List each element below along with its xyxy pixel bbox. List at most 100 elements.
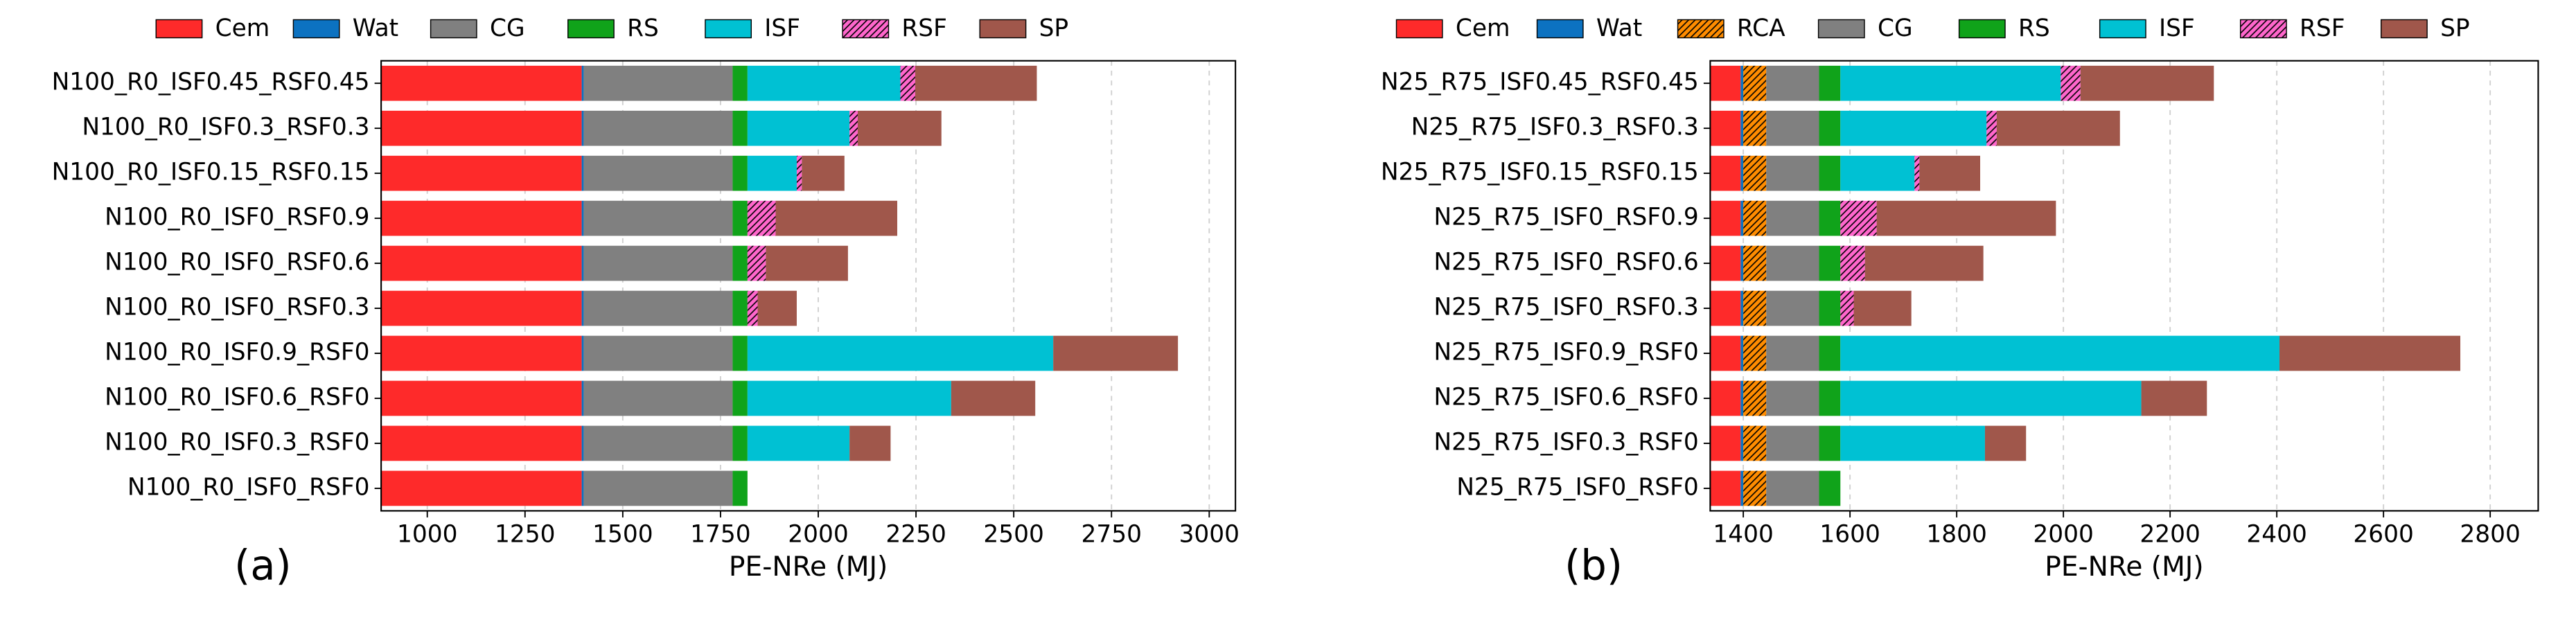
legend-swatch <box>1817 19 1865 39</box>
x-tick-label: 2400 <box>2246 521 2306 549</box>
bar-segment <box>1710 65 1741 101</box>
bar-segment <box>732 290 748 326</box>
y-tick-label: N100_R0_ISF0.9_RSF0 <box>105 339 369 366</box>
x-tick-label: 2000 <box>2033 521 2093 549</box>
bar-segment <box>583 335 733 371</box>
x-tick-label: 2200 <box>2140 521 2200 549</box>
bar-segment <box>747 65 901 101</box>
bar-segment <box>1819 425 1841 461</box>
bar-segment <box>583 470 733 506</box>
bar-segment <box>1766 425 1819 461</box>
bar-segment <box>747 245 766 281</box>
legend-label: RCA <box>1737 15 1785 42</box>
bar-segment <box>1740 110 1744 146</box>
bar-segment <box>1710 245 1741 281</box>
bar-segment <box>2279 335 2461 371</box>
bar-segment <box>747 425 850 461</box>
bar-segment <box>581 290 584 326</box>
bar-segment <box>381 65 582 101</box>
legend-label: CG <box>1878 15 1913 42</box>
bar-segment <box>1840 425 1985 461</box>
bar-segment <box>1766 380 1819 416</box>
bar-segment <box>1053 335 1179 371</box>
y-tick-label: N25_R75_ISF0_RSF0 <box>1456 473 1699 501</box>
bar-segment <box>1840 110 1987 146</box>
bar-segment <box>381 380 582 416</box>
bar-segment <box>583 200 733 236</box>
bar-segment <box>581 470 584 506</box>
bar-segment <box>1740 200 1744 236</box>
bar-segment <box>1766 65 1819 101</box>
bar-segment <box>583 110 733 146</box>
x-tick-label: 1600 <box>1819 521 1880 549</box>
legend-label: Cem <box>215 15 270 42</box>
bar-segment <box>1710 290 1741 326</box>
bar-segment <box>900 65 915 101</box>
bar-segment <box>1840 335 2280 371</box>
bar-segment <box>1740 245 1744 281</box>
bar-segment <box>747 200 776 236</box>
bar-segment <box>747 155 797 191</box>
bar-segment <box>1914 155 1920 191</box>
bar-segment <box>2141 380 2207 416</box>
bar-segment <box>581 65 584 101</box>
legend-swatch <box>1395 19 1443 39</box>
bar-segment <box>581 245 584 281</box>
bar-segment <box>583 245 733 281</box>
bar-segment <box>583 380 733 416</box>
legend-swatch <box>979 19 1027 39</box>
bar-segment <box>583 425 733 461</box>
bar-segment <box>732 245 748 281</box>
bar-segment <box>1710 200 1741 236</box>
bar-segment <box>581 425 584 461</box>
bar-segment <box>1740 155 1744 191</box>
y-tick-label: N25_R75_ISF0.45_RSF0.45 <box>1381 69 1699 96</box>
x-tick-label: 2600 <box>2353 521 2413 549</box>
bar-segment <box>1740 380 1744 416</box>
bar-segment <box>1819 290 1841 326</box>
plot-frame <box>380 60 1237 512</box>
bar-segment <box>2080 65 2214 101</box>
bar-segment <box>1840 65 2061 101</box>
bar-segment <box>732 155 748 191</box>
bar-segment <box>1740 335 1744 371</box>
y-tick-label: N25_R75_ISF0_RSF0.9 <box>1433 204 1698 231</box>
bar-segment <box>1766 155 1819 191</box>
y-tick-label: N100_R0_ISF0.15_RSF0.15 <box>52 159 370 186</box>
bars <box>381 65 1179 506</box>
bar-segment <box>1743 470 1767 506</box>
bar-segment <box>381 200 582 236</box>
bar-segment <box>1840 200 1877 236</box>
bar-segment <box>1710 110 1741 146</box>
legend-swatch <box>705 19 752 39</box>
bar-segment <box>1876 200 2056 236</box>
bar-segment <box>1710 155 1741 191</box>
x-axis-label: PE-NRe (MJ) <box>729 551 888 583</box>
bar-segment <box>796 155 802 191</box>
x-tick-label: 2250 <box>885 521 946 549</box>
bar-segment <box>581 110 584 146</box>
bar-segment <box>747 290 758 326</box>
legend-label: RS <box>2018 15 2050 42</box>
legend-label: RS <box>627 15 659 42</box>
bar-segment <box>1766 110 1819 146</box>
legend-label: CG <box>490 15 525 42</box>
bar-segment <box>1853 290 1912 326</box>
bar-segment <box>766 245 848 281</box>
x-tick-label: 2500 <box>983 521 1043 549</box>
bar-segment <box>732 65 748 101</box>
legend-label: Wat <box>353 15 398 42</box>
legend-swatch <box>1536 19 1584 39</box>
bar-segment <box>1919 155 1981 191</box>
legend-swatch <box>1958 19 2006 39</box>
bar-segment <box>1766 470 1819 506</box>
bar-segment <box>747 380 951 416</box>
x-tick-label: 3000 <box>1179 521 1240 549</box>
bar-segment <box>1996 110 2120 146</box>
bar-segment <box>1743 65 1767 101</box>
bar-segment <box>1766 290 1819 326</box>
x-tick-label: 1400 <box>1713 521 1773 549</box>
legend-swatch <box>567 19 615 39</box>
bar-segment <box>849 425 891 461</box>
